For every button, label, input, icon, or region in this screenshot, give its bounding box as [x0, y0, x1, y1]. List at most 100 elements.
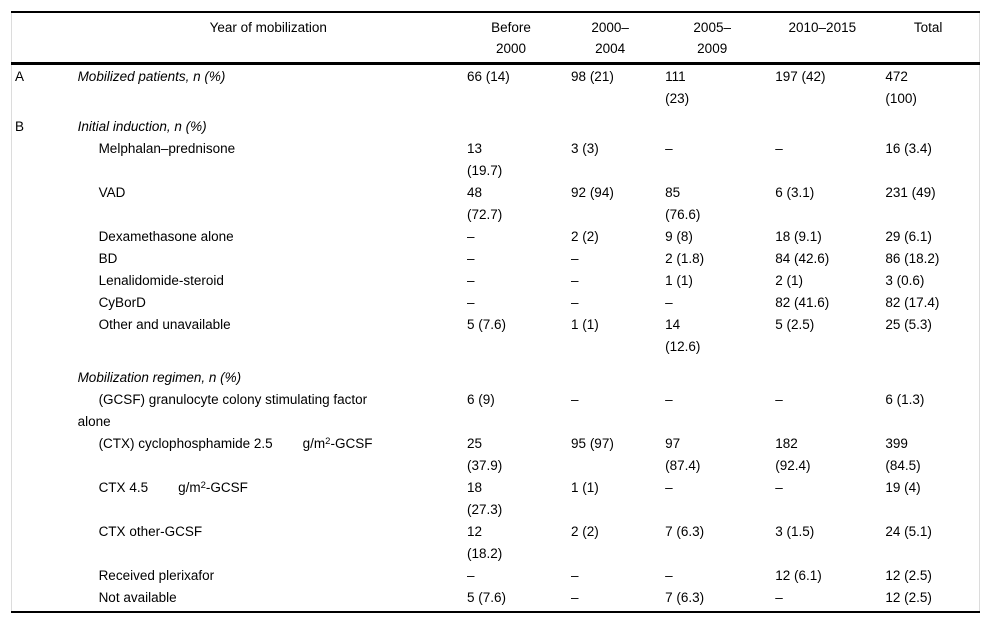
- cell-2010-2015: –: [775, 480, 783, 495]
- header-row: Year of mobilization Before 2000 2000– 2…: [11, 12, 980, 65]
- cell-2000-2004: 3 (3): [571, 141, 599, 156]
- table-row: Melphalan–prednisone 13 (19.7) 3 (3) – –…: [12, 138, 980, 182]
- cell-2010-2015: 182 (92.4): [775, 436, 811, 473]
- cell-2005-2009: 7 (6.3): [665, 590, 705, 605]
- row-label-text: Mobilization regimen, n (%): [77, 370, 242, 385]
- row-marker: [12, 226, 78, 248]
- cell-2010-2015: 12 (6.1): [775, 568, 822, 583]
- row-label: Mobilized patients, n (%): [78, 64, 459, 111]
- row-marker: [12, 477, 78, 521]
- table-container: Year of mobilization Before 2000 2000– 2…: [11, 11, 980, 613]
- cell-before-2000: 6 (9): [466, 392, 495, 407]
- cell-before-2000: [459, 110, 563, 138]
- table-row: Not available 5 (7.6) – 7 (6.3) – 12 (2.…: [12, 587, 980, 612]
- row-label-text: BD: [98, 251, 118, 266]
- cell-2010-2015: 2 (1): [775, 273, 804, 288]
- table-row: (GCSF) granulocyte colony stimulating fa…: [12, 389, 980, 433]
- row-marker: A: [15, 69, 25, 84]
- unit-label: g/m2-GCSF: [303, 436, 373, 451]
- table-row: Received plerixafor – – – 12 (6.1) 12 (2…: [12, 565, 980, 587]
- cell-2010-2015: 84 (42.6): [775, 251, 830, 266]
- table-row: (CTX) cyclophosphamide 2.5 g/m2-GCSF 25 (…: [12, 433, 980, 477]
- cell-2000-2004: [563, 110, 657, 138]
- cell-before-2000: 25 (37.9): [466, 436, 503, 473]
- table-row: Lenalidomide-steroid – – 1 (1) 2 (1) 3 (…: [12, 270, 980, 292]
- cell-2005-2009: –: [665, 392, 673, 407]
- table-row: Other and unavailable 5 (7.6) 1 (1) 14 (…: [12, 314, 980, 358]
- cell-2000-2004: 1 (1): [571, 480, 599, 495]
- table-row: VAD 48 (72.7) 92 (94) 85 (76.6) 6 (3.1) …: [12, 182, 980, 226]
- row-label: Initial induction, n (%): [78, 110, 459, 138]
- cell-2010-2015: 5 (2.5): [775, 317, 815, 332]
- table-body: A Mobilized patients, n (%) 66 (14) 98 (…: [12, 64, 980, 613]
- cell-total: 19 (4): [885, 480, 921, 495]
- cell-total: 231 (49): [885, 185, 936, 200]
- row-label-text: (CTX) cyclophosphamide 2.5: [98, 436, 273, 451]
- cell-2005-2009: 1 (1): [665, 273, 693, 288]
- row-marker: [12, 314, 78, 358]
- cell-2005-2009: 97 (87.4): [665, 436, 701, 473]
- cell-2000-2004: 98 (21): [571, 69, 614, 84]
- row-marker: [12, 182, 78, 226]
- cell-2005-2009: –: [665, 568, 673, 583]
- mobilization-table: Year of mobilization Before 2000 2000– 2…: [11, 11, 980, 613]
- row-label-text: CyBorD: [98, 295, 146, 310]
- col-header-2000-2004: 2000– 2004: [563, 12, 658, 65]
- row-label: Melphalan–prednisone: [78, 138, 459, 182]
- cell-2000-2004: –: [571, 273, 579, 288]
- cell-2005-2009: 7 (6.3): [665, 524, 705, 539]
- cell-before-2000: –: [466, 229, 475, 244]
- cell-2010-2015: 18 (9.1): [775, 229, 822, 244]
- col-header-2010-2015: 2010–2015: [767, 12, 878, 65]
- row-label: Received plerixafor: [78, 565, 459, 587]
- cell-2005-2009: 2 (1.8): [665, 251, 705, 266]
- cell-2010-2015: 3 (1.5): [775, 524, 815, 539]
- cell-total: 399 (84.5): [885, 436, 921, 473]
- cell-before-2000: 13 (19.7): [466, 141, 503, 178]
- table-row: Mobilization regimen, n (%): [12, 358, 980, 389]
- superscript-2: 2: [325, 436, 331, 447]
- table-row: Dexamethasone alone – 2 (2) 9 (8) 18 (9.…: [12, 226, 980, 248]
- cell-total: 25 (5.3): [885, 317, 932, 332]
- table-row: CTX 4.5 g/m2-GCSF 18 (27.3) 1 (1) – – 19 …: [12, 477, 980, 521]
- row-label: CyBorD: [78, 292, 459, 314]
- cell-2005-2009: –: [665, 295, 673, 310]
- cell-2000-2004: –: [571, 392, 579, 407]
- cell-2005-2009: 85 (76.6): [665, 185, 701, 222]
- row-marker: [12, 521, 78, 565]
- cell-2005-2009: [657, 358, 767, 389]
- cell-2010-2015: 6 (3.1): [775, 185, 815, 200]
- cell-before-2000: 5 (7.6): [466, 317, 506, 332]
- row-label-text: VAD: [98, 185, 126, 200]
- table-row: CyBorD – – – 82 (41.6) 82 (17.4): [12, 292, 980, 314]
- row-label-text: Mobilized patients, n (%): [77, 69, 226, 84]
- cell-2005-2009: 14 (12.6): [665, 317, 701, 354]
- superscript-2: 2: [200, 480, 206, 491]
- row-marker: [12, 389, 78, 433]
- row-label-text: Melphalan–prednisone: [98, 141, 236, 156]
- unit-tail: -GCSF: [330, 436, 373, 451]
- cell-before-2000: –: [466, 295, 475, 310]
- cell-2010-2015: –: [775, 590, 783, 605]
- cell-2000-2004: –: [571, 568, 579, 583]
- cell-total: 82 (17.4): [885, 295, 940, 310]
- row-label: Not available: [78, 587, 459, 612]
- row-marker: [12, 292, 78, 314]
- row-label-text: Dexamethasone alone: [98, 229, 234, 244]
- row-label: Mobilization regimen, n (%): [78, 358, 459, 389]
- cell-before-2000: –: [466, 568, 475, 583]
- cell-before-2000: [459, 358, 563, 389]
- row-label: Dexamethasone alone: [78, 226, 459, 248]
- cell-2005-2009: –: [665, 141, 673, 156]
- cell-total: 12 (2.5): [885, 590, 932, 605]
- cell-total: 16 (3.4): [885, 141, 932, 156]
- row-marker: [12, 433, 78, 477]
- cell-total: 472 (100): [885, 69, 917, 106]
- col-header-total: Total: [877, 12, 980, 65]
- unit-base: g/m: [178, 480, 201, 495]
- row-marker: [12, 358, 78, 389]
- cell-2010-2015: 197 (42): [775, 69, 826, 84]
- cell-2005-2009: 9 (8): [665, 229, 693, 244]
- cell-2000-2004: 1 (1): [571, 317, 599, 332]
- row-marker: [12, 270, 78, 292]
